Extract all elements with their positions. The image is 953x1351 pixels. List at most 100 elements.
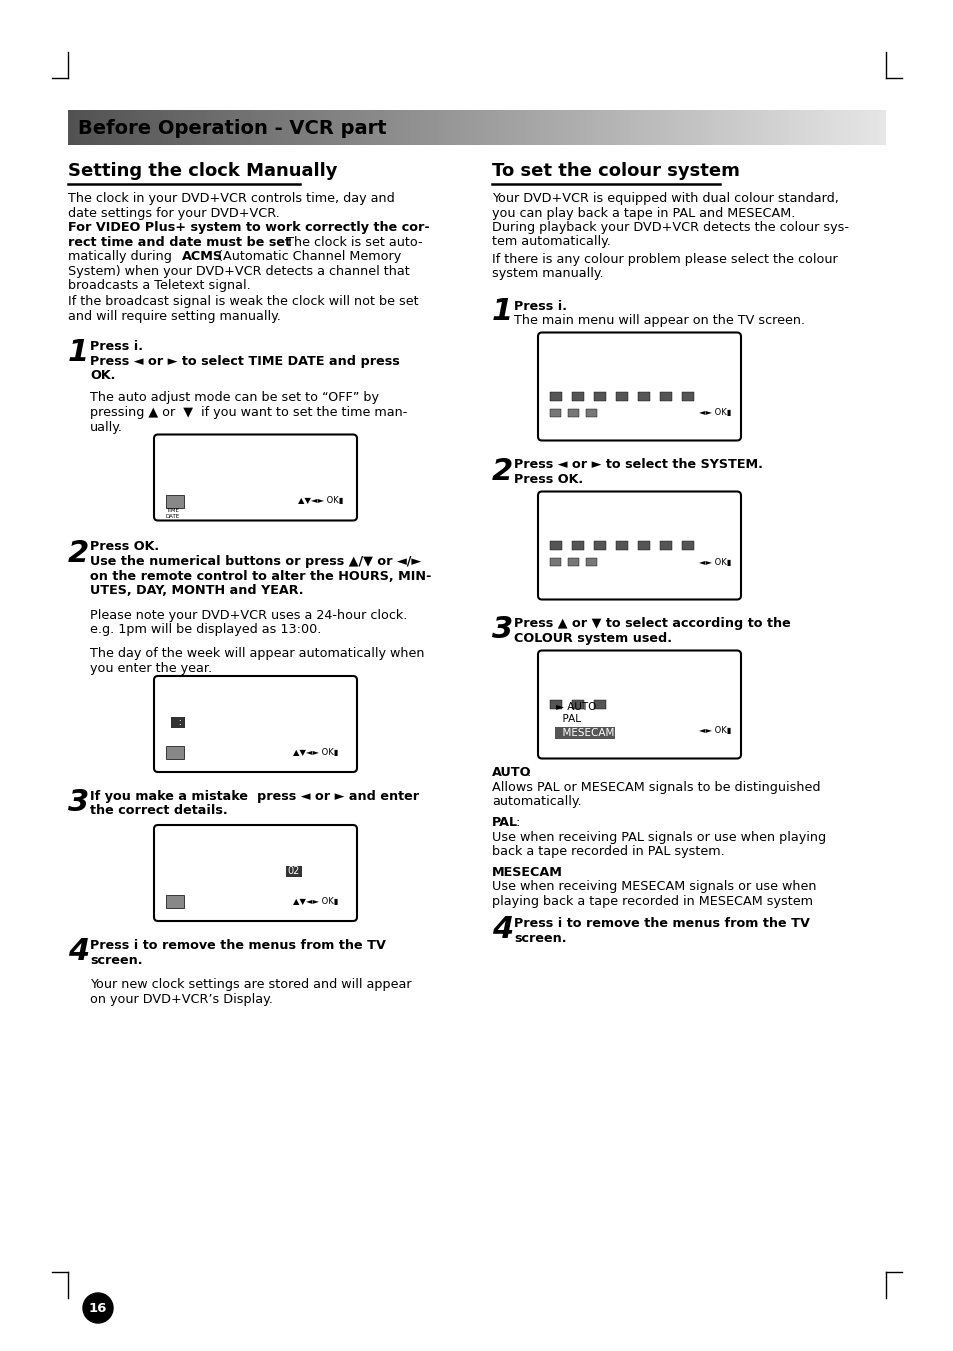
Text: Use when receiving MESECAM signals or use when: Use when receiving MESECAM signals or us… (492, 880, 816, 893)
Text: 11 :  45   15 . 04 .: 11 : 45 15 . 04 . (172, 866, 264, 875)
Text: automatically.: automatically. (492, 796, 581, 808)
Bar (616, 392, 627, 400)
Text: PAL: PAL (556, 715, 580, 724)
Text: Press i.: Press i. (514, 300, 566, 312)
Text: ually.: ually. (90, 420, 123, 434)
Text: e.g. 1pm will be displayed as 13:00.: e.g. 1pm will be displayed as 13:00. (90, 623, 321, 636)
Bar (567, 408, 578, 416)
Text: TIME
DATE: TIME DATE (166, 508, 180, 519)
Text: If you make a mistake  press ◄ or ► and enter: If you make a mistake press ◄ or ► and e… (90, 790, 418, 802)
Text: Press i to remove the menus from the TV: Press i to remove the menus from the TV (514, 917, 809, 929)
FancyBboxPatch shape (537, 650, 740, 758)
Text: 4: 4 (492, 915, 513, 944)
Text: back a tape recorded in PAL system.: back a tape recorded in PAL system. (492, 844, 724, 858)
Bar (572, 700, 583, 708)
Text: Before Operation - VCR part: Before Operation - VCR part (78, 119, 386, 138)
Bar (567, 558, 578, 566)
Text: For VIDEO Plus+ system to work correctly the cor-: For VIDEO Plus+ system to work correctly… (68, 222, 429, 234)
Text: you enter the year.: you enter the year. (90, 662, 212, 676)
Text: rect time and date must be set: rect time and date must be set (68, 235, 291, 249)
Text: ▲▼◄► OK▮: ▲▼◄► OK▮ (293, 897, 338, 907)
Bar (166, 494, 184, 508)
Text: MESECAM: MESECAM (492, 866, 562, 878)
Text: AUTO: AUTO (492, 766, 531, 780)
Bar (171, 717, 185, 728)
Text: the correct details.: the correct details. (90, 804, 228, 817)
Text: OK.: OK. (90, 369, 115, 382)
Text: ► AUTO: ► AUTO (556, 701, 596, 712)
Text: 3: 3 (492, 616, 513, 644)
FancyBboxPatch shape (537, 332, 740, 440)
Bar (550, 700, 561, 708)
Bar (638, 540, 649, 550)
Text: ACMS: ACMS (182, 250, 223, 263)
Text: 1: 1 (492, 297, 513, 327)
Bar (572, 540, 583, 550)
Text: and will require setting manually.: and will require setting manually. (68, 309, 280, 323)
Text: PAL: PAL (492, 816, 517, 830)
Text: Press OK.: Press OK. (514, 473, 582, 486)
Bar (659, 540, 671, 550)
Text: on the remote control to alter the HOURS, MIN-: on the remote control to alter the HOURS… (90, 570, 431, 582)
Bar (166, 746, 184, 759)
Text: Use the numerical buttons or press ▲/▼ or ◄/►: Use the numerical buttons or press ▲/▼ o… (90, 555, 420, 567)
Bar (681, 540, 693, 550)
Text: Setting the clock Manually: Setting the clock Manually (68, 162, 337, 180)
Text: ▲▼◄► OK▮: ▲▼◄► OK▮ (297, 497, 343, 505)
FancyBboxPatch shape (537, 492, 740, 600)
Bar (594, 540, 605, 550)
Bar (550, 540, 561, 550)
Text: HH  MM  DD  MM  YY: HH MM DD MM YY (172, 703, 277, 712)
Text: Press ▲ or ▼ to select according to the: Press ▲ or ▼ to select according to the (514, 617, 790, 631)
Text: you can play back a tape in PAL and MESECAM.: you can play back a tape in PAL and MESE… (492, 207, 795, 219)
Text: During playback your DVD+VCR detects the colour sys-: During playback your DVD+VCR detects the… (492, 222, 848, 234)
Text: ▲▼◄► OK▮: ▲▼◄► OK▮ (293, 748, 338, 757)
Text: Press i to remove the menus from the TV: Press i to remove the menus from the TV (90, 939, 385, 952)
Circle shape (83, 1293, 112, 1323)
Text: Please note your DVD+VCR uses a 24-hour clock.: Please note your DVD+VCR uses a 24-hour … (90, 608, 407, 621)
Text: 1: 1 (68, 338, 90, 367)
FancyBboxPatch shape (153, 825, 356, 921)
Bar (585, 558, 597, 566)
Bar (572, 392, 583, 400)
Text: Press ◄ or ► to select the SYSTEM.: Press ◄ or ► to select the SYSTEM. (514, 458, 762, 471)
Bar (585, 408, 597, 416)
Text: 3: 3 (68, 788, 90, 817)
Text: (Automatic Channel Memory: (Automatic Channel Memory (213, 250, 401, 263)
Text: Press i.: Press i. (90, 340, 143, 353)
Text: Allows PAL or MESECAM signals to be distinguished: Allows PAL or MESECAM signals to be dist… (492, 781, 820, 794)
Bar (166, 894, 184, 908)
Bar (638, 392, 649, 400)
Text: Your new clock settings are stored and will appear: Your new clock settings are stored and w… (90, 978, 411, 992)
Text: matically during: matically during (68, 250, 175, 263)
Text: date settings for your DVD+VCR.: date settings for your DVD+VCR. (68, 207, 279, 219)
Text: If the broadcast signal is weak the clock will not be set: If the broadcast signal is weak the cloc… (68, 296, 418, 308)
Bar (550, 392, 561, 400)
Text: Press ◄ or ► to select TIME DATE and press: Press ◄ or ► to select TIME DATE and pre… (90, 354, 399, 367)
FancyBboxPatch shape (153, 676, 356, 771)
Bar (616, 540, 627, 550)
Bar (594, 392, 605, 400)
Text: broadcasts a Teletext signal.: broadcasts a Teletext signal. (68, 280, 251, 292)
Bar (550, 408, 560, 416)
Text: :: : (516, 816, 519, 830)
Text: If there is any colour problem please select the colour: If there is any colour problem please se… (492, 253, 837, 266)
Text: screen.: screen. (90, 954, 142, 966)
Text: HH  MM  DD  MM  YY: HH MM DD MM YY (172, 851, 277, 861)
Text: The clock in your DVD+VCR controls time, day and: The clock in your DVD+VCR controls time,… (68, 192, 395, 205)
Text: MESECAM: MESECAM (556, 727, 614, 738)
Text: 16: 16 (89, 1301, 107, 1315)
Bar (550, 558, 560, 566)
Text: 4: 4 (68, 938, 90, 966)
Text: COLOUR system used.: COLOUR system used. (514, 632, 671, 644)
Bar (594, 700, 605, 708)
Text: . The clock is set auto-: . The clock is set auto- (277, 235, 422, 249)
Text: :: : (172, 717, 182, 727)
Text: Press OK.: Press OK. (90, 540, 159, 554)
Text: screen.: screen. (514, 931, 566, 944)
Text: ◄► OK▮: ◄► OK▮ (699, 408, 731, 417)
Text: 2: 2 (68, 539, 90, 567)
Text: :: : (526, 766, 531, 780)
Text: on your DVD+VCR’s Display.: on your DVD+VCR’s Display. (90, 993, 273, 1005)
Bar (659, 392, 671, 400)
